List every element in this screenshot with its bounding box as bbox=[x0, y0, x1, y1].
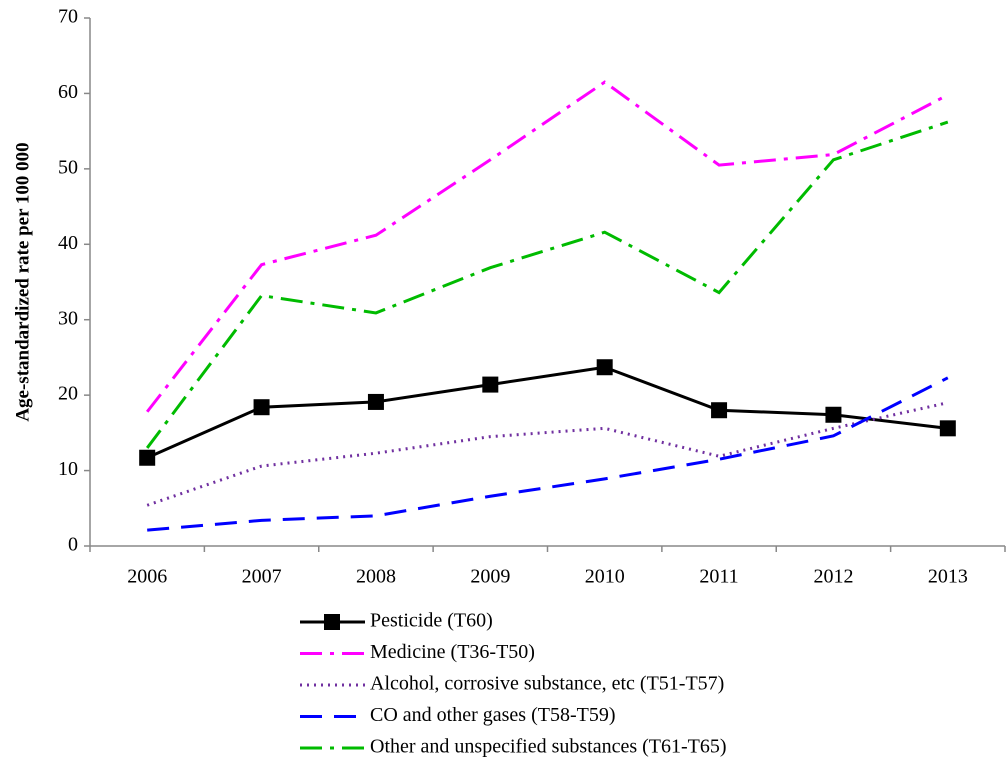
legend-marker bbox=[324, 614, 340, 630]
y-tick-label: 50 bbox=[58, 156, 78, 178]
point-marker bbox=[367, 393, 384, 410]
series-line bbox=[146, 365, 948, 460]
legend-label: CO and other gases (T58-T59) bbox=[370, 704, 616, 726]
y-tick-label: 40 bbox=[58, 232, 78, 254]
y-tick-label: 0 bbox=[68, 534, 78, 556]
y-tick-label: 70 bbox=[58, 6, 78, 28]
legend-label: Medicine (T36-T50) bbox=[370, 641, 535, 663]
point-marker bbox=[482, 376, 499, 393]
legend-label: Pesticide (T60) bbox=[370, 610, 493, 632]
y-tick-label: 30 bbox=[58, 307, 78, 329]
point-marker bbox=[139, 449, 156, 466]
y-tick-label: 60 bbox=[58, 81, 78, 103]
point-marker bbox=[711, 402, 728, 419]
y-axis-label: Age-standardized rate per 100 000 bbox=[12, 142, 33, 421]
series-line bbox=[146, 80, 949, 413]
x-tick-label: 2013 bbox=[928, 566, 968, 588]
legend-label: Alcohol, corrosive substance, etc (T51-T… bbox=[370, 673, 724, 695]
series-line bbox=[145, 120, 949, 449]
x-tick-label: 2008 bbox=[356, 566, 396, 588]
x-tick-label: 2006 bbox=[127, 566, 167, 588]
x-tick-label: 2009 bbox=[470, 566, 510, 588]
x-tick-label: 2007 bbox=[242, 566, 282, 588]
x-tick-label: 2010 bbox=[585, 566, 625, 588]
point-marker bbox=[939, 420, 956, 437]
x-tick-label: 2011 bbox=[699, 566, 738, 588]
legend-label: Other and unspecified substances (T61-T6… bbox=[370, 736, 727, 758]
point-marker bbox=[596, 359, 613, 376]
point-marker bbox=[825, 406, 842, 423]
point-marker bbox=[253, 399, 270, 416]
x-tick-label: 2012 bbox=[813, 566, 853, 588]
series-line bbox=[146, 401, 949, 507]
y-tick-label: 10 bbox=[58, 458, 78, 480]
y-tick-label: 20 bbox=[58, 383, 78, 405]
